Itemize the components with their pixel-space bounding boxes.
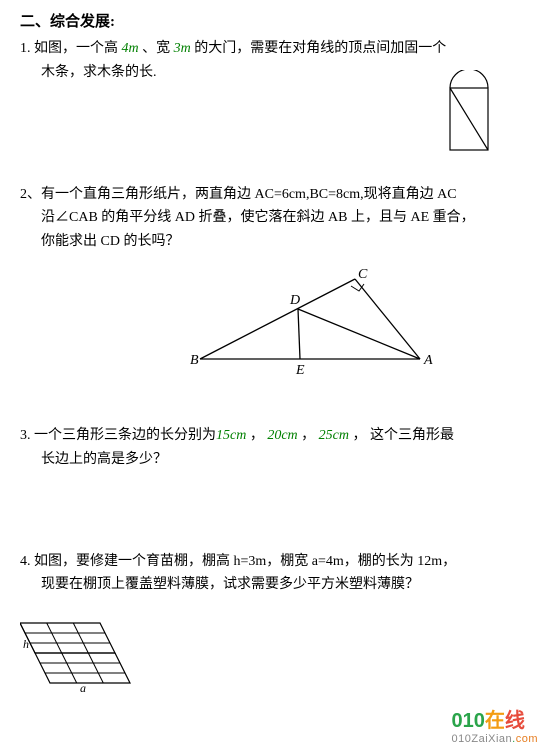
logo-url-main: 010ZaiXian <box>452 733 513 745</box>
label-h: h <box>23 637 29 651</box>
label-E: E <box>295 363 305 378</box>
triangle-figure: B E A D C <box>180 264 440 384</box>
label-A: A <box>423 353 433 368</box>
problem-2: 2、有一个直角三角形纸片，两直角边 AC=6cm,BC=8cm,现将直角边 AC… <box>20 183 536 254</box>
logo-010: 010 <box>452 710 485 732</box>
p3-s1: 15cm <box>216 428 246 443</box>
problem-2-line2: 沿∠CAB 的角平分线 AD 折叠，使它落在斜边 AB 上，且与 AE 重合， <box>20 206 536 230</box>
site-logo: 010在线 010ZaiXian.com <box>452 704 539 745</box>
logo-url: 010ZaiXian.com <box>452 733 539 745</box>
p3-s3: 25cm <box>319 428 349 443</box>
p1-width: 3m <box>174 41 191 56</box>
problem-2-line1: 2、有一个直角三角形纸片，两直角边 AC=6cm,BC=8cm,现将直角边 AC <box>20 183 536 207</box>
shed-figure: h a <box>20 613 150 693</box>
label-B: B <box>190 353 199 368</box>
p1-l1a: 1. 如图，一个高 <box>20 41 122 56</box>
section-title: 二、综合发展: <box>20 10 536 31</box>
problem-4: 4. 如图，要修建一个育苗棚，棚高 h=3m，棚宽 a=4m，棚的长为 12m，… <box>20 550 536 598</box>
p3-c2: ， <box>298 428 319 443</box>
p1-l1c: 的大门，需要在对角线的顶点间加固一个 <box>191 41 447 56</box>
logo-zai: 在 <box>485 710 505 732</box>
p1-l1b: 、宽 <box>139 41 174 56</box>
label-a: a <box>80 681 86 693</box>
problem-2-line3: 你能求出 CD 的长吗？ <box>20 230 536 254</box>
label-C: C <box>358 267 368 282</box>
p3-l1a: 3. 一个三角形三条边的长分别为 <box>20 428 216 443</box>
problem-3-line1: 3. 一个三角形三条边的长分别为15cm ， 20cm ， 25cm ， 这个三… <box>20 424 536 448</box>
problem-4-line1: 4. 如图，要修建一个育苗棚，棚高 h=3m，棚宽 a=4m，棚的长为 12m， <box>20 550 536 574</box>
logo-url-com: com <box>516 733 538 745</box>
problem-4-line2: 现要在棚顶上覆盖塑料薄膜，试求需要多少平方米塑料薄膜？ <box>20 573 536 597</box>
p3-l1b: ， 这个三角形最 <box>349 428 454 443</box>
p1-height: 4m <box>122 41 139 56</box>
problem-1-line1: 1. 如图，一个高 4m 、宽 3m 的大门，需要在对角线的顶点间加固一个 <box>20 37 536 61</box>
problem-3-line2: 长边上的高是多少？ <box>20 448 536 472</box>
p3-s2: 20cm <box>267 428 297 443</box>
logo-top: 010在线 <box>452 704 539 733</box>
door-figure <box>442 70 496 160</box>
p3-c1: ， <box>246 428 267 443</box>
label-D: D <box>289 293 300 308</box>
logo-xian: 线 <box>505 710 525 732</box>
problem-3: 3. 一个三角形三条边的长分别为15cm ， 20cm ， 25cm ， 这个三… <box>20 424 536 472</box>
